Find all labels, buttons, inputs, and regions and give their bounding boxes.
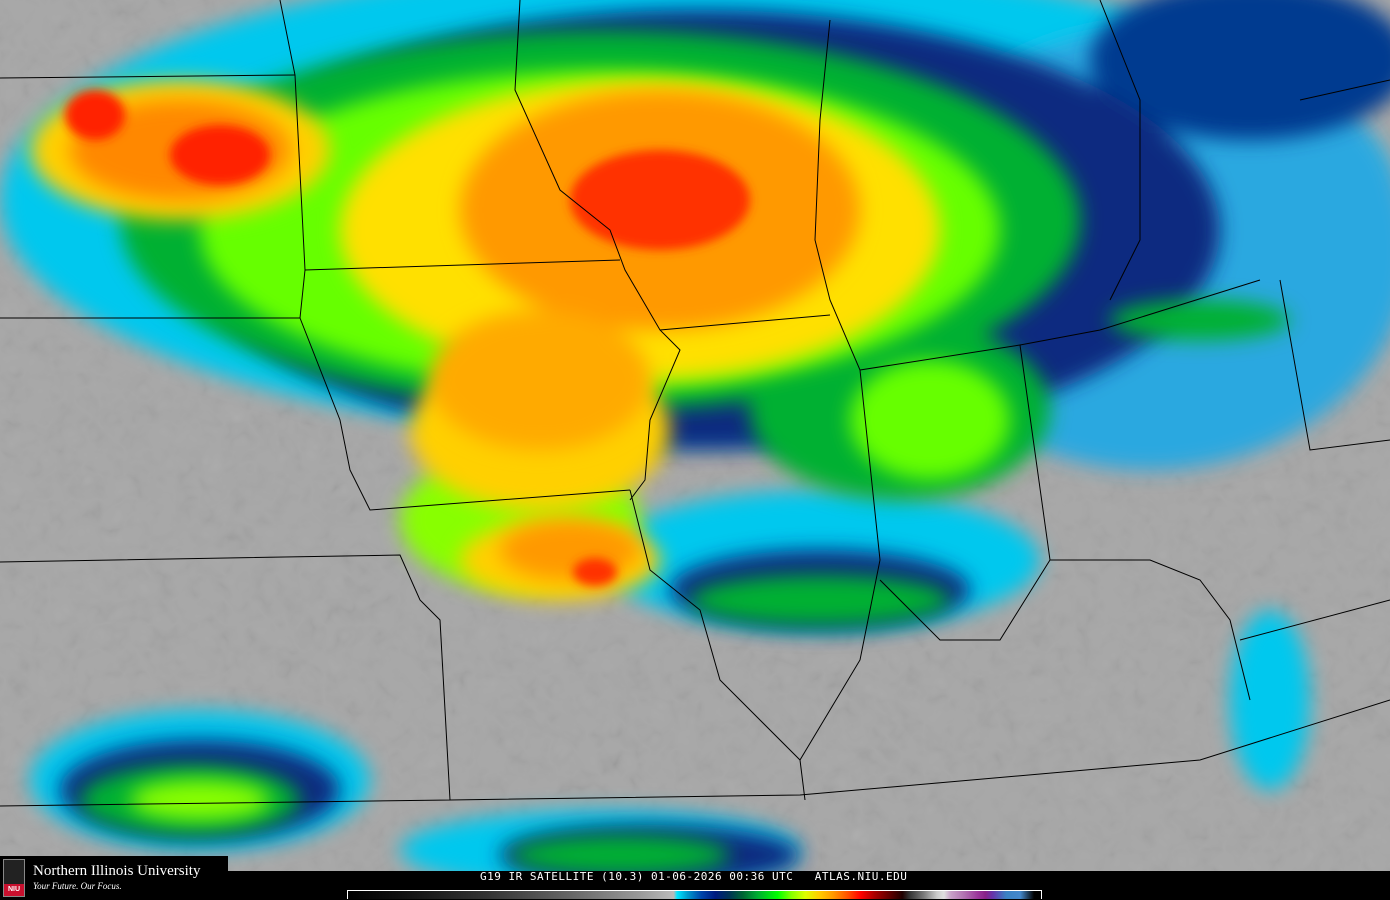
university-name: Northern Illinois University (33, 863, 201, 879)
niu-shield-icon: NIU (3, 859, 25, 897)
state-boundaries (0, 0, 1390, 807)
satellite-map (0, 0, 1390, 871)
image-caption: G19 IR SATELLITE (10.3) 01-06-2026 00:36… (480, 870, 908, 883)
niu-badge: NIU (4, 884, 24, 896)
niu-logo: NIU Northern Illinois University Your Fu… (0, 856, 228, 900)
temperature-color-scale (347, 890, 1042, 899)
university-tagline: Your Future. Our Focus. (33, 881, 122, 891)
cloud-layer-red (65, 90, 750, 586)
